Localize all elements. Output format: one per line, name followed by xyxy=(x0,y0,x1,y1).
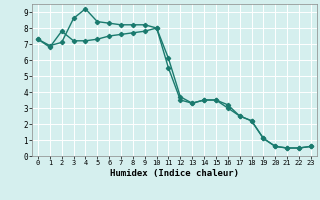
X-axis label: Humidex (Indice chaleur): Humidex (Indice chaleur) xyxy=(110,169,239,178)
